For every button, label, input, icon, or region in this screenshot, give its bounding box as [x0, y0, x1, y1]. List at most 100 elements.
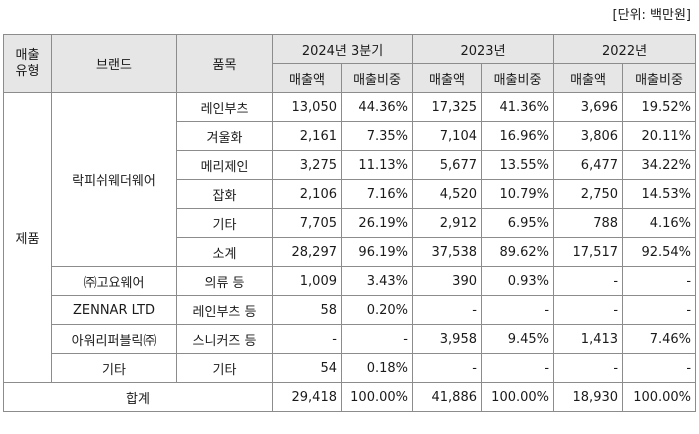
- value-cell: 9.45%: [480, 324, 555, 354]
- value-cell: 29,418: [272, 382, 342, 412]
- header-type-label: 매출 유형: [15, 47, 40, 79]
- value-cell: 3,696: [553, 92, 624, 122]
- brand-cell: 기타: [51, 353, 177, 383]
- value-cell: 4,520: [412, 179, 482, 209]
- sales-table: 매출 유형 브랜드 품목 2024년 3분기 2023년 2022년 매출액 매…: [3, 34, 697, 412]
- item-cell: 소계: [176, 237, 273, 267]
- table-row: ZENNAR LTD 레인부츠 등 58 0.20% - - - -: [4, 295, 697, 325]
- value-cell: 2,750: [553, 179, 624, 209]
- table-row: 기타 기타 54 0.18% - - - -: [4, 353, 697, 383]
- value-cell: 1,413: [553, 324, 624, 354]
- item-cell: 잡화: [176, 179, 273, 209]
- item-cell: 레인부츠: [176, 92, 273, 122]
- header-ratio: 매출비중: [341, 63, 413, 93]
- table-row: 잡화 2,106 7.16% 4,520 10.79% 2,750 14.53%: [4, 179, 697, 209]
- type-cell: 제품: [3, 92, 52, 383]
- item-cell: 기타: [176, 353, 273, 383]
- value-cell: 19.52%: [622, 92, 697, 122]
- value-cell: 0.20%: [341, 295, 413, 325]
- value-cell: 6,477: [553, 150, 624, 180]
- value-cell: 3,275: [272, 150, 342, 180]
- value-cell: 100.00%: [622, 382, 697, 412]
- item-cell: 기타: [176, 208, 273, 238]
- value-cell: 2,912: [412, 208, 482, 238]
- value-cell: 0.18%: [341, 353, 413, 383]
- header-period-2024q3: 2024년 3분기: [272, 34, 413, 64]
- value-cell: 92.54%: [622, 237, 697, 267]
- header-sales: 매출액: [412, 63, 482, 93]
- value-cell: 3,806: [553, 121, 624, 151]
- total-label: 합계: [3, 382, 273, 412]
- header-period-2023: 2023년: [411, 34, 555, 64]
- table-row: 메리제인 3,275 11.13% 5,677 13.55% 6,477 34.…: [4, 150, 697, 180]
- value-cell: 89.62%: [480, 237, 555, 267]
- value-cell: -: [341, 324, 413, 354]
- item-cell: 메리제인: [176, 150, 273, 180]
- value-cell: 13,050: [272, 92, 342, 122]
- header-sales: 매출액: [272, 63, 342, 93]
- table-row: ㈜고요웨어 의류 등 1,009 3.43% 390 0.93% - -: [4, 266, 697, 296]
- value-cell: -: [412, 353, 482, 383]
- value-cell: 1,009: [272, 266, 342, 296]
- value-cell: 4.16%: [622, 208, 697, 238]
- value-cell: 41,886: [412, 382, 482, 412]
- value-cell: 7,705: [272, 208, 342, 238]
- value-cell: 13.55%: [480, 150, 555, 180]
- value-cell: -: [272, 324, 342, 354]
- value-cell: -: [553, 353, 624, 383]
- value-cell: 26.19%: [341, 208, 413, 238]
- value-cell: 20.11%: [622, 121, 697, 151]
- value-cell: -: [622, 295, 697, 325]
- value-cell: 44.36%: [341, 92, 413, 122]
- value-cell: 7.35%: [341, 121, 413, 151]
- brand-cell: 아워리퍼블릭㈜: [51, 324, 177, 354]
- brand-cell: ㈜고요웨어: [51, 266, 177, 296]
- value-cell: 37,538: [412, 237, 482, 267]
- value-cell: 3.43%: [341, 266, 413, 296]
- value-cell: 28,297: [272, 237, 342, 267]
- value-cell: 18,930: [553, 382, 624, 412]
- value-cell: 5,677: [412, 150, 482, 180]
- item-cell: 의류 등: [176, 266, 273, 296]
- unit-label: [단위: 백만원]: [612, 8, 691, 23]
- header-type: 매출 유형: [3, 34, 52, 93]
- value-cell: -: [412, 295, 482, 325]
- item-cell: 겨울화: [176, 121, 273, 151]
- value-cell: 41.36%: [480, 92, 555, 122]
- brand-cell: ZENNAR LTD: [51, 295, 177, 325]
- value-cell: 17,517: [553, 237, 624, 267]
- value-cell: -: [622, 266, 697, 296]
- value-cell: 0.93%: [480, 266, 555, 296]
- value-cell: 7,104: [412, 121, 482, 151]
- value-cell: -: [622, 353, 697, 383]
- header-brand: 브랜드: [51, 34, 177, 93]
- item-cell: 스니커즈 등: [176, 324, 273, 354]
- table-row: 제품 락피쉬웨더웨어 레인부츠 13,050 44.36% 17,325 41.…: [3, 92, 697, 383]
- value-cell: 10.79%: [480, 179, 555, 209]
- header-item: 품목: [176, 34, 273, 93]
- value-cell: -: [553, 266, 624, 296]
- value-cell: 788: [553, 208, 624, 238]
- table-body: 제품 락피쉬웨더웨어 레인부츠 13,050 44.36% 17,325 41.…: [3, 92, 697, 412]
- value-cell: 11.13%: [341, 150, 413, 180]
- value-cell: 54: [272, 353, 342, 383]
- table-row: 아워리퍼블릭㈜ 스니커즈 등 - - 3,958 9.45% 1,413 7.4…: [4, 324, 697, 354]
- header-ratio: 매출비중: [480, 63, 555, 93]
- value-cell: 14.53%: [622, 179, 697, 209]
- item-cell: 레인부츠 등: [176, 295, 273, 325]
- table-row: 겨울화 2,161 7.35% 7,104 16.96% 3,806 20.11…: [4, 121, 697, 151]
- value-cell: -: [480, 353, 555, 383]
- value-cell: 58: [272, 295, 342, 325]
- value-cell: 7.16%: [341, 179, 413, 209]
- value-cell: 3,958: [412, 324, 482, 354]
- value-cell: 390: [412, 266, 482, 296]
- header-sales: 매출액: [553, 63, 624, 93]
- value-cell: 100.00%: [480, 382, 555, 412]
- value-cell: -: [553, 295, 624, 325]
- header-period-2022: 2022년: [553, 34, 697, 64]
- table-row: 기타 7,705 26.19% 2,912 6.95% 788 4.16%: [4, 208, 697, 238]
- value-cell: 96.19%: [341, 237, 413, 267]
- brand-cell: 락피쉬웨더웨어: [51, 92, 177, 267]
- value-cell: 16.96%: [480, 121, 555, 151]
- header-ratio: 매출비중: [622, 63, 697, 93]
